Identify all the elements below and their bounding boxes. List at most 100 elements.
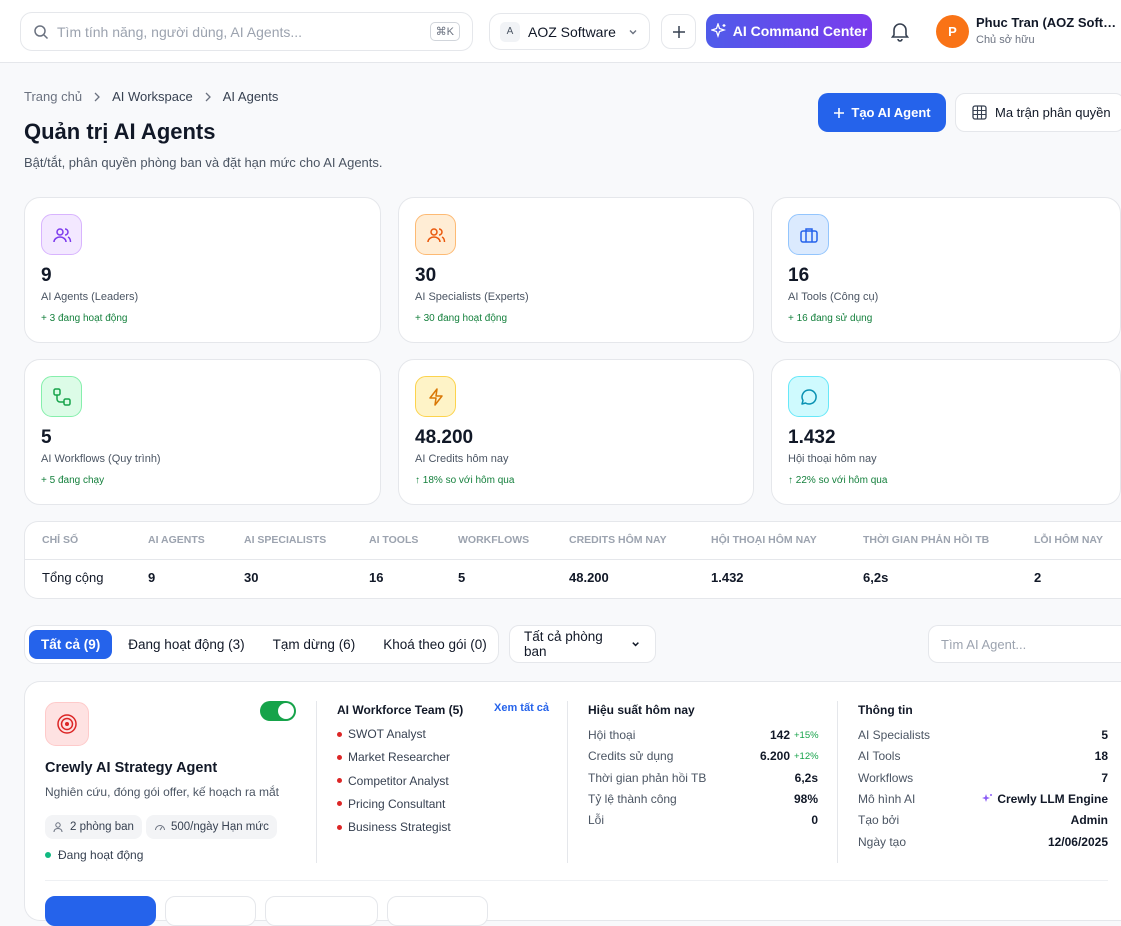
agent-search[interactable]: Tìm AI Agent... <box>928 625 1121 663</box>
gauge-icon <box>155 825 165 831</box>
stat-card: 9 AI Agents (Leaders) + 3 đang hoạt động <box>24 197 381 343</box>
info-title: Thông tin <box>858 703 913 717</box>
stat-card: 5 AI Workflows (Quy trình) + 5 đang chạy <box>24 359 381 505</box>
agent-toggle[interactable] <box>260 701 296 721</box>
member-name: Market Researcher <box>348 750 451 765</box>
crumb[interactable]: Trang chủ <box>24 89 83 104</box>
summary-table: CHỈ SỐ AI AGENTS AI SPECIALISTS AI TOOLS WOR… <box>24 521 1121 599</box>
stat-label: AI Credits hôm nay <box>415 453 509 465</box>
stat-note: ↑ 18% so với hôm qua <box>415 475 515 486</box>
info-value: 7 <box>1101 771 1108 785</box>
column-header: LỖI HÔM NAY <box>1034 534 1104 546</box>
page: Quản trị AI Agents *{box-sizing:border-b… <box>0 12 1121 926</box>
info-label: Tạo bởi <box>858 813 900 828</box>
user-role: Chủ sở hữu <box>976 34 1035 46</box>
add-button[interactable] <box>661 14 696 49</box>
info-row: AI Specialists 5 <box>858 728 1108 742</box>
info-value: Crewly LLM Engine <box>981 792 1108 806</box>
team-member: Business Strategist <box>337 820 451 834</box>
team-member: Market Researcher <box>337 750 450 764</box>
target-icon <box>57 714 77 734</box>
stat-value: 48.200 <box>415 427 474 448</box>
stat-icon <box>41 376 82 417</box>
action-button[interactable] <box>165 896 256 926</box>
member-dot <box>337 824 342 830</box>
metric-label: Tỷ lệ thành công <box>588 791 677 806</box>
metric-label: Credits sử dụng <box>588 749 674 764</box>
icon <box>52 227 71 242</box>
breadcrumb: Trang chủ AI Workspace AI Agents <box>24 89 278 104</box>
filter-tab[interactable]: Tạm dừng (6) <box>272 637 356 652</box>
stat-note: + 30 đang hoạt động <box>415 313 508 324</box>
info-value: 5 <box>1101 728 1108 742</box>
status-dot <box>45 852 51 858</box>
info-label: AI Tools <box>858 749 901 764</box>
icon <box>426 227 445 242</box>
info-text: 7 <box>1101 770 1108 785</box>
action-button[interactable] <box>265 896 378 926</box>
icon <box>799 227 818 243</box>
status-tabs: Tất cả (9) Đang hoạt động (3) Tạm dừng (6)… <box>24 625 499 664</box>
agent-icon <box>45 702 89 746</box>
stat-icon <box>415 214 456 255</box>
workspace-switcher[interactable]: A AOZ Software <box>489 13 650 50</box>
notifications[interactable] <box>888 19 912 43</box>
global-search[interactable]: Tìm tính năng, người dùng, AI Agents... … <box>20 12 473 51</box>
team-member: SWOT Analyst <box>337 727 426 741</box>
metric-value: 142 <box>769 728 790 742</box>
team-member: Competitor Analyst <box>337 774 449 788</box>
info-row: Mô hình AI Crewly LLM Engine <box>858 792 1108 806</box>
view-all-link[interactable]: Xem tất cả <box>494 702 550 714</box>
stat-label: AI Tools (Công cụ) <box>788 291 879 303</box>
info-text: 5 <box>1101 728 1108 742</box>
chip-label: 2 phòng ban <box>70 821 134 833</box>
metric-value: 6,2s <box>794 770 818 785</box>
stat-note: + 16 đang sử dụng <box>788 313 873 324</box>
stat-icon <box>788 214 829 255</box>
member-dot <box>337 778 342 784</box>
table-cell: Tổng cộng <box>42 570 104 585</box>
column-header: WORKFLOWS <box>458 534 530 546</box>
row-divider <box>25 559 1121 560</box>
member-dot <box>337 801 342 807</box>
stat-icon <box>415 376 456 417</box>
metric-value: 98% <box>793 791 818 806</box>
stat-card: 1.432 Hội thoại hôm nay ↑ 22% so với hôm q… <box>771 359 1121 505</box>
stat-value: 1.432 <box>788 427 836 448</box>
stat-label: AI Workflows (Quy trình) <box>41 453 161 465</box>
stat-label: AI Agents (Leaders) <box>41 291 139 303</box>
permission-matrix-button[interactable]: Ma trận phân quyền <box>955 93 1121 132</box>
member-name: Competitor Analyst <box>348 773 449 788</box>
stat-value: 9 <box>41 265 52 286</box>
table-cell: 1.432 <box>711 570 744 585</box>
department-select[interactable]: Tất cả phòng ban <box>509 625 656 663</box>
agent-card <box>24 681 1121 921</box>
create-agent-button[interactable]: Tạo AI Agent <box>818 93 946 132</box>
stat-card: 48.200 AI Credits hôm nay ↑ 18% so với hôm… <box>398 359 754 505</box>
sparkle-icon <box>710 23 726 39</box>
performance-row: Tỷ lệ thành công 98% <box>588 792 818 806</box>
divider <box>45 880 1108 881</box>
crumb[interactable]: AI Workspace <box>112 89 193 104</box>
action-button[interactable] <box>45 896 156 926</box>
filter-tab[interactable]: Tất cả (9) <box>29 630 113 659</box>
command-center-button[interactable]: AI Command Center <box>706 14 872 48</box>
filter-tab[interactable]: Đang hoạt động (3) <box>128 637 245 652</box>
member-name: Business Strategist <box>348 820 451 835</box>
avatar[interactable]: P <box>936 15 969 48</box>
action-button[interactable] <box>387 896 488 926</box>
team-title: AI Workforce Team (5) <box>337 703 464 717</box>
info-label: Mô hình AI <box>858 791 916 806</box>
info-label: Workflows <box>858 770 914 785</box>
icon <box>52 387 71 406</box>
user-name: Phuc Tran (AOZ Soft… <box>976 15 1117 30</box>
filter-tab[interactable]: Khoá theo gói (0) <box>383 637 487 652</box>
people-icon <box>53 822 63 833</box>
agent-name: Crewly AI Strategy Agent <box>45 760 218 776</box>
chevron <box>632 642 639 647</box>
performance-row: Thời gian phản hồi TB 6,2s <box>588 771 818 785</box>
performance-row: Credits sử dụng 6.200 +12% <box>588 749 819 764</box>
performance-title: Hiệu suất hôm nay <box>588 703 695 717</box>
status-label: Đang hoạt động <box>58 848 144 862</box>
metric-value: 0 <box>811 813 818 828</box>
